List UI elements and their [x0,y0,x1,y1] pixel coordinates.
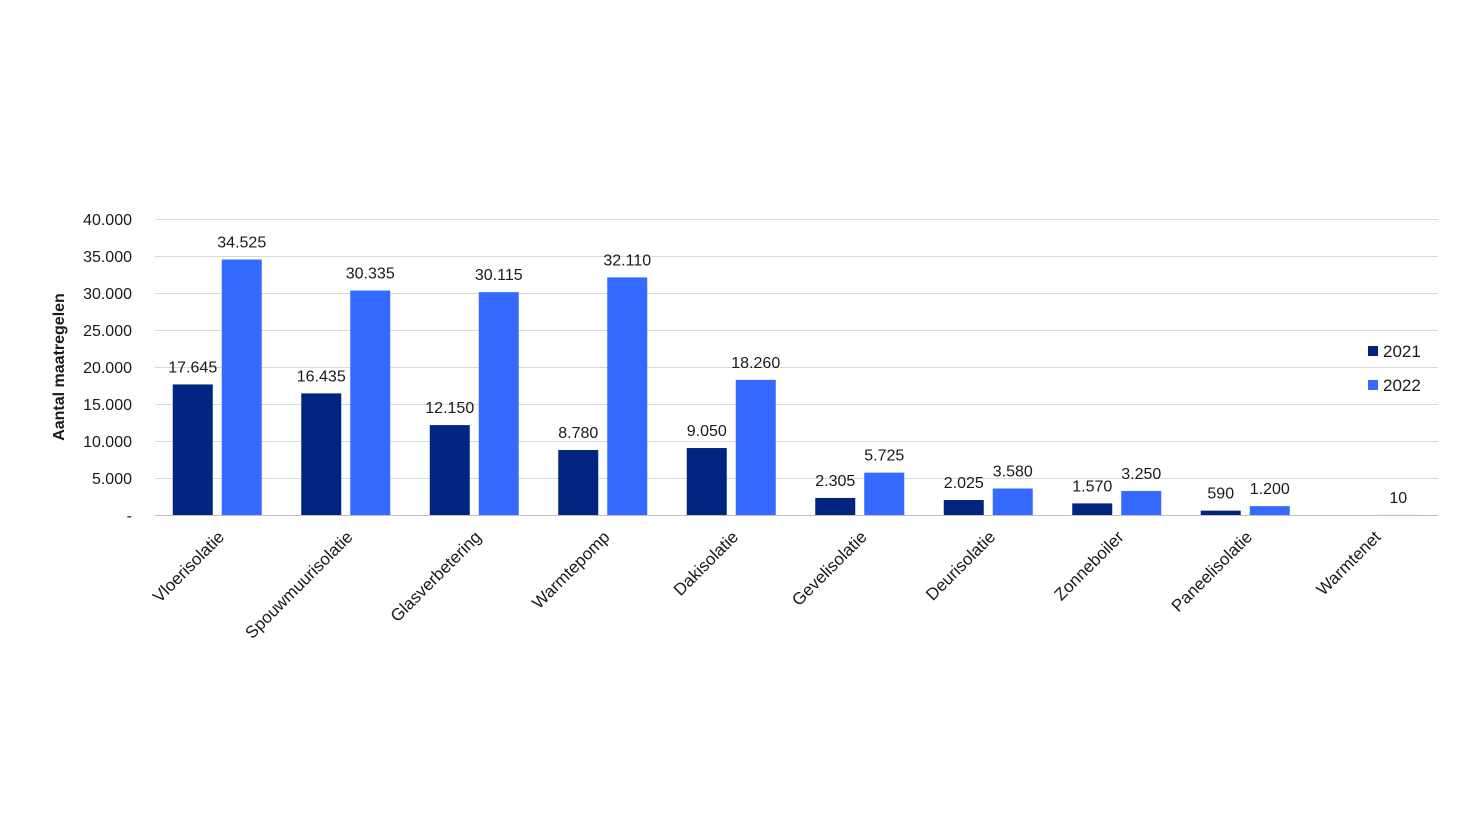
bar-2022-vloerisolatie [222,260,262,515]
legend-label-2021: 2021 [1383,342,1421,361]
bar-2021-gevelisolatie [815,498,855,515]
bar-2021-zonneboiler [1072,503,1112,515]
data-label-2022-paneelisolatie: 1.200 [1250,481,1290,498]
legend-swatch-2022 [1368,380,1378,390]
bar-2021-spouwmuurisolatie [301,393,341,515]
legend-label-2022: 2022 [1383,376,1421,395]
y-tick-label: 35.000 [83,249,132,266]
data-label-2022-gevelisolatie: 5.725 [864,448,904,465]
y-tick-label: 10.000 [83,434,132,451]
x-category-label: Deurisolatie [922,527,999,604]
x-category-label: Zonneboiler [1051,527,1128,604]
x-category-label: Spouwmuurisolatie [242,527,357,642]
data-label-2022-dakisolatie: 18.260 [731,355,780,372]
x-category-label: Paneelisolatie [1168,527,1256,615]
bar-2021-warmtepomp [558,450,598,515]
x-category-label: Warmtenet [1313,527,1385,599]
data-label-2021-warmtepomp: 8.780 [558,425,598,442]
data-label-2022-zonneboiler: 3.250 [1121,466,1161,483]
y-tick-label: 25.000 [83,323,132,340]
bars [173,260,1419,515]
bar-2021-vloerisolatie [173,384,213,515]
bar-2021-glasverbetering [430,425,470,515]
data-label-2022-warmtepomp: 32.110 [603,252,651,269]
x-category-label: Warmtepomp [528,527,613,612]
data-label-2021-paneelisolatie: 590 [1207,486,1234,503]
legend-swatch-2021 [1368,346,1378,356]
data-label-2021-zonneboiler: 1.570 [1072,478,1112,495]
data-label-2021-spouwmuurisolatie: 16.435 [297,368,346,385]
data-label-2022-vloerisolatie: 34.525 [217,235,266,252]
y-axis-title: Aantal maatregelen [51,293,68,441]
x-category-label: Glasverbetering [387,527,485,625]
bar-2022-gevelisolatie [864,473,904,515]
data-label-2021-vloerisolatie: 17.645 [168,359,217,376]
data-label-2021-deurisolatie: 2.025 [944,475,984,492]
bar-2022-warmtepomp [607,277,647,515]
bar-2022-paneelisolatie [1250,506,1290,515]
bar-2021-deurisolatie [944,500,984,515]
bar-2022-glasverbetering [479,292,519,515]
data-label-2022-warmtenet: 10 [1389,490,1407,507]
data-label-2021-dakisolatie: 9.050 [687,423,727,440]
bar-2022-deurisolatie [993,489,1033,515]
y-tick-label: 5.000 [92,471,132,488]
bar-2021-paneelisolatie [1201,511,1241,515]
x-category-label: Vloerisolatie [149,527,228,606]
data-label-2021-glasverbetering: 12.150 [425,400,474,417]
bar-2022-zonneboiler [1121,491,1161,515]
y-tick-label: 30.000 [83,286,132,303]
data-label-2022-spouwmuurisolatie: 30.335 [346,266,395,283]
bar-2022-dakisolatie [736,380,776,515]
bar-2022-spouwmuurisolatie [350,291,390,515]
gridlines [155,220,1438,516]
legend: 2021 2022 [1368,342,1421,395]
y-tick-label: 15.000 [83,397,132,414]
data-label-2022-glasverbetering: 30.115 [475,267,523,284]
y-axis-ticks: - 5.000 10.000 15.000 20.000 25.000 30.000 35.0… [83,212,132,525]
data-label-2021-gevelisolatie: 2.305 [815,473,855,490]
bar-2021-dakisolatie [687,448,727,515]
y-tick-label: - [127,508,132,525]
x-category-label: Dakisolatie [670,527,742,599]
data-label-2022-deurisolatie: 3.580 [993,464,1033,481]
y-tick-label: 20.000 [83,360,132,377]
y-tick-label: 40.000 [83,212,132,229]
x-category-label: Gevelisolatie [788,527,870,609]
